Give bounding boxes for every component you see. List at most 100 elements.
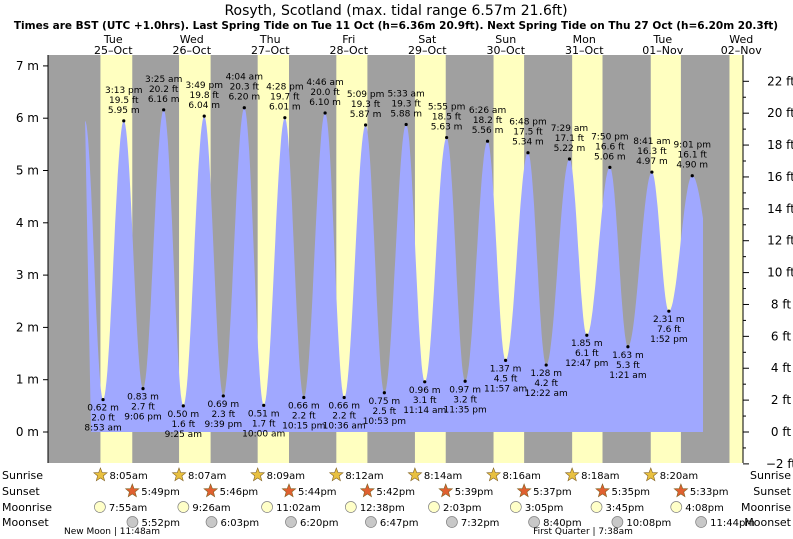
tide-label: 0.50 m	[167, 410, 199, 420]
astro-time: 8:40pm	[543, 518, 582, 529]
tide-point	[404, 122, 408, 127]
tide-label: 4:46 am	[306, 78, 343, 88]
tide-label: 3:25 am	[145, 75, 182, 85]
tide-label: 2.7 ft	[131, 403, 155, 413]
tide-label: 5:33 am	[387, 89, 424, 99]
tide-label: 16.1 ft	[678, 151, 708, 161]
row-label-left: Sunrise	[2, 469, 43, 482]
tide-label: 4.2 ft	[534, 379, 558, 389]
tide-point	[141, 386, 145, 391]
sunset-icon	[516, 483, 532, 498]
left-tick-label: 7 m	[16, 59, 39, 73]
astro-time: 3:45pm	[606, 503, 645, 514]
tide-point	[242, 106, 246, 110]
tide-label: 6.01 m	[269, 103, 301, 113]
moonrise-icon	[428, 501, 440, 513]
astro-time: 12:38pm	[360, 503, 405, 514]
tide-label: 11:14 am	[403, 406, 446, 416]
tide-point	[302, 395, 306, 400]
tide-label: 19.5 ft	[109, 96, 139, 106]
right-tick-label: 2 ft	[771, 393, 791, 407]
astro-time: 9:26am	[192, 503, 230, 514]
tide-label: 4.97 m	[636, 157, 668, 167]
astro-time: 3:05pm	[525, 503, 564, 514]
tide-label: 5.3 ft	[616, 361, 640, 371]
day-date: 01–Nov	[642, 44, 683, 57]
chart-subtitle: Times are BST (UTC +1.0hrs). Last Spring…	[14, 20, 778, 32]
tide-label: 6.10 m	[309, 98, 341, 108]
astro-time: 8:16am	[503, 471, 541, 482]
day-name: Wed	[729, 33, 753, 46]
tide-label: 16.6 ft	[595, 142, 625, 152]
tide-label: 3:49 pm	[185, 81, 223, 91]
right-tick-label: 18 ft	[767, 138, 793, 152]
right-tick-label: 22 ft	[767, 74, 793, 88]
tide-point	[202, 114, 206, 118]
tide-label: 20.2 ft	[149, 85, 179, 95]
moonrise-icon	[344, 501, 357, 513]
tide-label: 5.06 m	[594, 152, 626, 162]
moonrise-icon	[509, 501, 522, 513]
moonrise-icon	[670, 501, 683, 513]
tide-point	[445, 135, 449, 140]
tide-label: 1:52 pm	[650, 335, 688, 345]
tide-point	[262, 403, 266, 407]
day-name: Mon	[573, 33, 596, 46]
moonset-icon	[365, 516, 377, 528]
sunrise-icon	[171, 467, 187, 482]
tide-label: 6.1 ft	[575, 349, 599, 359]
right-tick-label: 10 ft	[767, 266, 793, 280]
tide-label: 18.5 ft	[432, 113, 462, 123]
tide-label: 2.2 ft	[332, 411, 356, 421]
sunrise-icon	[407, 467, 423, 482]
tide-point	[690, 174, 694, 178]
tide-label: 1.7 ft	[252, 419, 276, 429]
moonset-icon	[611, 516, 624, 528]
tide-label: 6:48 pm	[509, 118, 547, 128]
tide-label: 0.75 m	[369, 397, 401, 407]
tide-label: 1.6 ft	[171, 420, 195, 430]
astro-time: 10:08pm	[626, 518, 671, 529]
sunrise-icon	[328, 467, 344, 482]
tide-label: 6.16 m	[148, 95, 180, 105]
tide-point	[667, 309, 671, 313]
sunset-icon	[203, 483, 219, 498]
tide-label: 5:09 pm	[347, 90, 385, 100]
tide-point	[221, 394, 225, 398]
tide-label: 10:15 pm	[282, 421, 325, 431]
row-label-right: Moonset	[744, 516, 791, 529]
tide-point	[162, 108, 166, 112]
tide-label: 9:25 am	[165, 430, 202, 440]
left-tick-label: 1 m	[16, 373, 39, 387]
left-tick-label: 0 m	[16, 425, 39, 439]
astro-time: 8:18am	[581, 471, 619, 482]
day-date: 31–Oct	[565, 44, 604, 57]
sunrise-icon	[92, 467, 108, 482]
moonrise-icon	[261, 501, 273, 513]
day-name: Thu	[259, 33, 281, 46]
tide-point	[567, 157, 572, 161]
tide-label: 9:06 pm	[124, 413, 162, 423]
tide-point	[423, 380, 427, 384]
astro-time: 5:33pm	[690, 487, 729, 498]
tide-label: 3.2 ft	[453, 395, 477, 405]
daylight-band	[729, 55, 743, 463]
tide-label: 10:53 pm	[363, 417, 406, 427]
tide-label: 1.28 m	[530, 369, 562, 379]
day-headers: Tue25–OctWed26–OctThu27–OctFri28–OctSat2…	[94, 33, 762, 57]
tide-label: 17.1 ft	[555, 134, 585, 144]
tide-point	[283, 116, 287, 120]
astro-time: 11:44pm	[710, 518, 755, 529]
row-label-left: Moonset	[2, 516, 49, 529]
tide-label: 4.5 ft	[494, 374, 518, 384]
right-tick-label: −2 ft	[766, 457, 793, 471]
tide-label: 3:13 pm	[105, 86, 143, 96]
day-date: 27–Oct	[251, 44, 290, 57]
day-date: 02–Nov	[721, 44, 762, 57]
moonrise-icon	[94, 501, 106, 513]
astro-time: 11:02am	[276, 503, 321, 514]
tide-label: 6.20 m	[228, 93, 260, 103]
tide-label: 1.85 m	[571, 339, 603, 349]
sunset-icon	[595, 483, 611, 498]
